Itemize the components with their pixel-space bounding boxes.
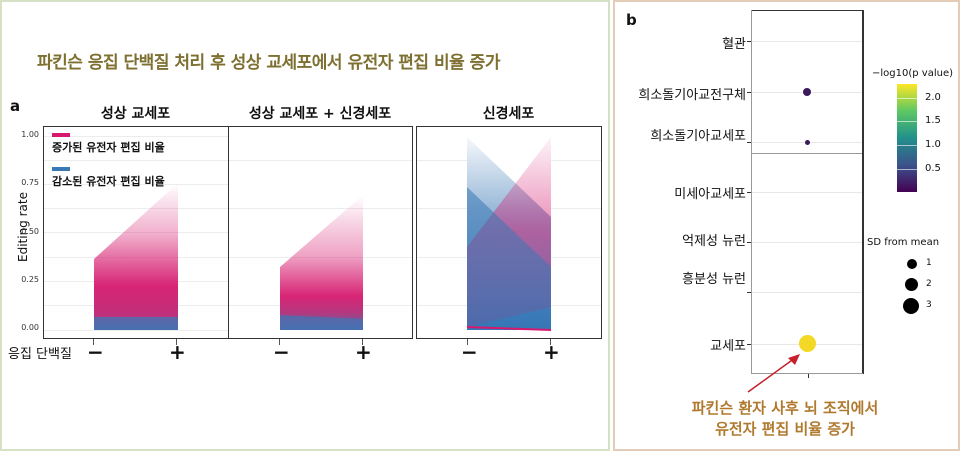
y-tick-label: 0.50 — [21, 227, 39, 236]
category-label-excitatory-neuron: 흥분성 뉴런 — [682, 272, 746, 287]
legend-label-increase: 증가된 유전자 편집 비율 — [52, 141, 165, 154]
x-tick-plus: + — [543, 340, 560, 364]
annotation-text: 파킨슨 환자 사후 뇌 조직에서 유전자 편집 비율 증가 — [640, 398, 930, 440]
size-legend-label: 3 — [926, 300, 932, 310]
parallel-lines-astrocyte — [94, 183, 178, 330]
facet-astrocyte — [43, 126, 229, 339]
parallel-lines-astrocyte-neuron — [280, 195, 363, 330]
annotation-line-1: 파킨슨 환자 사후 뇌 조직에서 — [691, 399, 879, 417]
colorbar-tick: 1.5 — [925, 115, 941, 126]
colorbar — [897, 84, 917, 192]
category-label-opc: 희소돌기아교전구체 — [638, 88, 746, 103]
color-legend-title: −log10(p value) — [872, 68, 953, 79]
legend-swatch-increase — [52, 133, 70, 137]
panel-b-label: b — [626, 11, 637, 29]
size-legend-dot-1 — [907, 259, 917, 269]
data-point-oligodendrocyte — [805, 140, 810, 145]
y-tick-label: 0.00 — [21, 323, 39, 332]
category-label-glia: 교세포 — [710, 339, 746, 354]
panel-a-label: a — [10, 97, 21, 115]
legend-label-decrease: 감소된 유전자 편집 비율 — [52, 175, 165, 188]
x-tick-minus: − — [461, 340, 478, 364]
colorbar-tick: 0.5 — [925, 163, 941, 174]
x-tick-minus: − — [273, 340, 290, 364]
y-tick-label: 0.75 — [21, 178, 39, 187]
colorbar-tick: 1.0 — [925, 139, 941, 150]
facet-title-astrocyte: 성상 교세포 — [100, 106, 171, 122]
size-legend-dot-3 — [903, 298, 919, 314]
facet-title-astrocyte-neuron: 성상 교세포 + 신경세포 — [248, 106, 392, 122]
size-legend-label: 1 — [926, 258, 932, 268]
category-label-vascular: 혈관 — [722, 37, 746, 52]
x-axis-title: 응집 단백질 — [8, 347, 72, 362]
category-label-inhibitory-neuron: 억제성 뉴런 — [682, 234, 746, 249]
data-point-glia — [799, 335, 816, 352]
size-legend-title: SD from mean — [867, 237, 940, 248]
panel-b — [613, 0, 960, 451]
facet-neuron — [416, 126, 602, 339]
annotation-arrow-icon — [747, 354, 800, 393]
x-tick-plus: + — [169, 340, 186, 364]
x-tick-plus: + — [355, 340, 372, 364]
data-point-opc — [803, 88, 811, 96]
category-label-microglia: 미세아교세포 — [674, 187, 746, 202]
annotation-line-2: 유전자 편집 비율 증가 — [715, 420, 855, 438]
parallel-lines-neuron — [466, 137, 552, 331]
y-tick-label: 1.00 — [21, 130, 39, 139]
facet-astrocyte-neuron — [228, 126, 413, 339]
size-legend-label: 2 — [926, 279, 932, 289]
x-tick-minus: − — [87, 340, 104, 364]
legend-swatch-decrease — [52, 167, 70, 171]
y-tick-label: 0.25 — [21, 275, 39, 284]
colorbar-tick: 2.0 — [925, 92, 941, 103]
facet-title-neuron: 신경세포 — [482, 106, 535, 122]
size-legend-dot-2 — [905, 278, 918, 291]
figure-title: 파킨슨 응집 단백질 처리 후 성상 교세포에서 유전자 편집 비율 증가 — [37, 53, 500, 73]
category-label-oligodendrocyte: 희소돌기아교세포 — [650, 129, 746, 144]
legend-panel-a: 증가된 유전자 편집 비율 감소된 유전자 편집 비율 — [52, 133, 165, 201]
